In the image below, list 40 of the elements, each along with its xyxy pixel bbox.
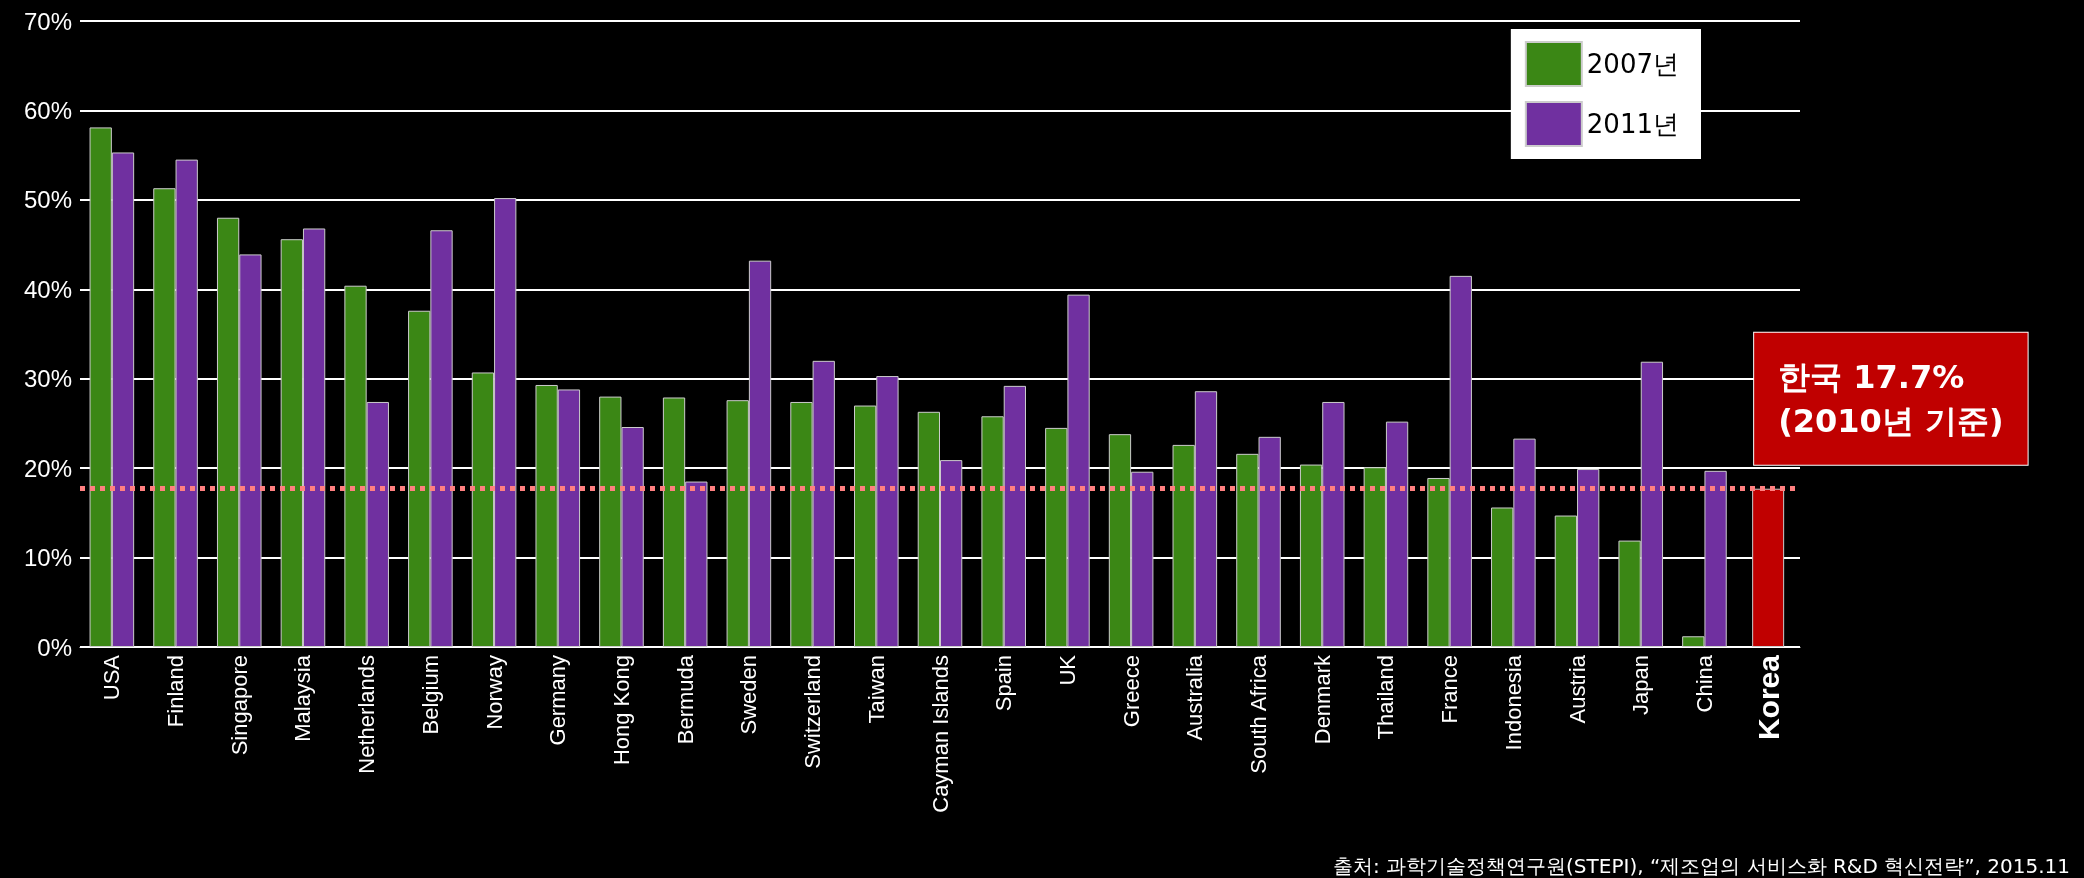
x-tick-label: Netherlands bbox=[354, 655, 380, 774]
x-tick-label: Finland bbox=[163, 655, 189, 728]
x-tick-label: Bermuda bbox=[672, 654, 698, 745]
annotation: 한국 17.7% (2010년 기준) bbox=[1778, 357, 2004, 440]
y-tick-label: 70% bbox=[23, 7, 72, 35]
x-tick-label: Germany bbox=[545, 655, 571, 746]
y-tick-label: 0% bbox=[37, 633, 72, 661]
x-tick-label: Norway bbox=[481, 655, 507, 730]
x-tick-label: Malaysia bbox=[290, 654, 316, 742]
bar bbox=[1752, 488, 1785, 647]
x-tick-label: Thailand bbox=[1373, 655, 1399, 740]
x-tick-label: USA bbox=[99, 654, 125, 701]
x-tick-label: Cayman Islands bbox=[927, 655, 953, 813]
source-note: 출처: 과학기술정책연구원(STEPI), “제조업의 서비스화 R&D 혁신전략”, 2015.11 bbox=[1332, 854, 2070, 878]
x-tick-label: China bbox=[1691, 654, 1717, 713]
x-tick-label: Sweden bbox=[736, 655, 762, 735]
legend-label: 2007년 bbox=[1586, 49, 1679, 79]
x-tick-label: Hong Kong bbox=[608, 655, 634, 766]
legend-label: 2011년 bbox=[1586, 109, 1679, 139]
x-tick-label: Korea bbox=[1751, 654, 1785, 741]
x-tick-label: Taiwan bbox=[863, 655, 889, 724]
x-tick-label: Spain bbox=[991, 655, 1017, 712]
y-tick-label: 10% bbox=[23, 544, 72, 572]
x-tick-label: Japan bbox=[1628, 655, 1654, 715]
x-tick-label: Belgium bbox=[417, 655, 443, 735]
y-tick-label: 30% bbox=[23, 365, 72, 393]
y-tick-label: 60% bbox=[23, 96, 72, 124]
x-tick-label: Austria bbox=[1564, 654, 1590, 724]
x-tick-label: UK bbox=[1054, 654, 1080, 686]
y-tick-label: 40% bbox=[23, 275, 72, 303]
x-tick-label: Singapore bbox=[226, 655, 252, 756]
x-tick-label: Greece bbox=[1118, 655, 1144, 728]
y-tick-label: 50% bbox=[23, 186, 72, 214]
x-tick-label: Australia bbox=[1182, 654, 1208, 741]
x-tick-label: Indonesia bbox=[1500, 654, 1526, 751]
y-tick-label: 20% bbox=[23, 454, 72, 482]
x-tick-label: South Africa bbox=[1246, 654, 1272, 774]
x-tick-label: Switzerland bbox=[800, 655, 826, 769]
x-tick-label: France bbox=[1437, 655, 1463, 724]
x-tick-label: Denmark bbox=[1309, 654, 1335, 745]
